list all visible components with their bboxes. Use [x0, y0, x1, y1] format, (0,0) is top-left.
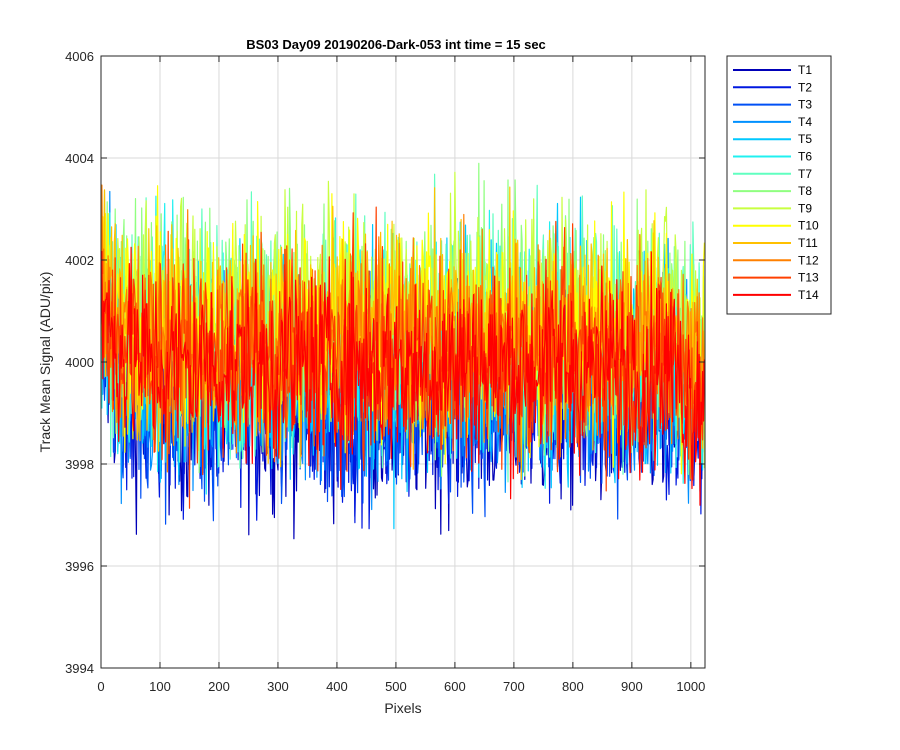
legend-label-t12: T12	[798, 253, 819, 267]
y-tick-label: 3998	[65, 457, 94, 472]
x-tick-label: 900	[621, 679, 643, 694]
x-axis-label: Pixels	[384, 700, 421, 716]
legend-label-t8: T8	[798, 184, 812, 198]
x-tick-label: 200	[208, 679, 230, 694]
ticks	[100, 55, 705, 669]
legend-label-t3: T3	[798, 98, 812, 112]
legend-label-t7: T7	[798, 167, 812, 181]
plot-area	[100, 55, 706, 669]
legend-label-t11: T11	[798, 236, 818, 250]
x-tick-label: 600	[444, 679, 466, 694]
y-tick-labels: 3994 3996 3998 4000 4002 4004 4006	[65, 49, 94, 676]
legend-label-t5: T5	[798, 132, 812, 146]
series-lines	[101, 162, 705, 540]
x-tick-label: 500	[385, 679, 407, 694]
x-tick-label: 300	[267, 679, 289, 694]
legend-label-t10: T10	[798, 219, 819, 233]
x-tick-label: 800	[562, 679, 584, 694]
legend-label-t14: T14	[798, 288, 819, 302]
x-tick-label: 400	[326, 679, 348, 694]
x-tick-label: 700	[503, 679, 525, 694]
x-tick-label: 0	[97, 679, 104, 694]
y-tick-label: 4000	[65, 355, 94, 370]
legend-label-t2: T2	[798, 80, 812, 94]
y-axis-label: Track Mean Signal (ADU/pix)	[37, 272, 53, 453]
y-tick-label: 3994	[65, 661, 94, 676]
legend-label-t9: T9	[798, 201, 812, 215]
legend: T1 T2 T3 T4 T5 T6 T7 T8 T9 T10 T11 T12 T13 T14	[726, 55, 832, 315]
x-tick-labels: 0 100 200 300 400 500 600 700 800 900 1000	[97, 679, 705, 694]
legend-label-t13: T13	[798, 271, 819, 285]
y-tick-label: 4002	[65, 253, 94, 268]
x-tick-label: 100	[149, 679, 171, 694]
series-line-t14	[101, 246, 705, 506]
x-tick-label: 1000	[676, 679, 705, 694]
legend-label-t6: T6	[798, 150, 812, 164]
legend-box	[726, 55, 832, 315]
legend-label-t1: T1	[798, 63, 812, 77]
y-tick-label: 4006	[65, 49, 94, 64]
chart-title: BS03 Day09 20190206-Dark-053 int time = …	[246, 37, 546, 52]
y-tick-label: 4004	[65, 151, 94, 166]
y-tick-label: 3996	[65, 559, 94, 574]
legend-label-t4: T4	[798, 115, 812, 129]
